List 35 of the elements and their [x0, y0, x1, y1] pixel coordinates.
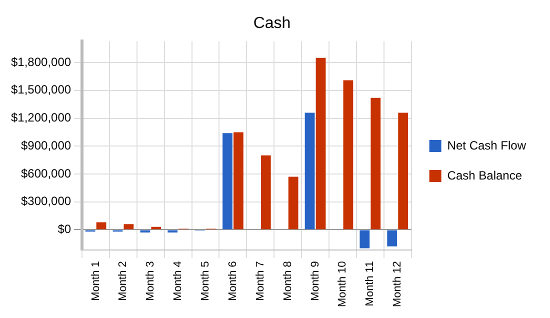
bar [288, 176, 298, 230]
chart-title: Cash [253, 15, 291, 32]
y-tick-label: $900,000 [20, 138, 72, 152]
legend-label: Net Cash Flow [447, 138, 526, 152]
bar [387, 230, 398, 246]
x-tick-label: Month 6 [226, 261, 239, 301]
x-tick-label: Month 11 [364, 261, 376, 306]
bar [96, 222, 106, 230]
bar [398, 112, 408, 230]
x-tick-label: Month 2 [117, 261, 130, 301]
bar [304, 112, 315, 230]
bar [260, 155, 271, 230]
x-tick-label: Month 12 [392, 261, 404, 308]
y-tick-label: $1,500,000 [10, 82, 72, 97]
x-tick-label: Month 4 [172, 261, 184, 301]
y-tick-label: $1,800,000 [10, 54, 72, 69]
x-tick-label: Month 9 [309, 261, 322, 301]
bar [370, 98, 381, 230]
x-tick-label: Month 3 [144, 261, 157, 301]
y-tick-label: $1,200,000 [10, 110, 72, 125]
bar [316, 58, 326, 230]
bar [343, 80, 354, 230]
bar [360, 230, 370, 248]
y-tick-label: $300,000 [20, 194, 72, 208]
x-tick-label: Month 10 [336, 261, 349, 308]
x-tick-label: Month 8 [282, 261, 294, 301]
y-tick-label: $600,000 [20, 166, 72, 180]
bar [234, 132, 244, 230]
x-tick-label: Month 5 [200, 261, 212, 301]
legend-label: Cash Balance [447, 168, 522, 182]
bar [124, 224, 134, 230]
bar [222, 133, 232, 230]
x-tick-label: Month 1 [90, 261, 102, 301]
x-tick-label: Month 7 [254, 261, 266, 301]
y-tick-label: $0 [58, 222, 72, 236]
